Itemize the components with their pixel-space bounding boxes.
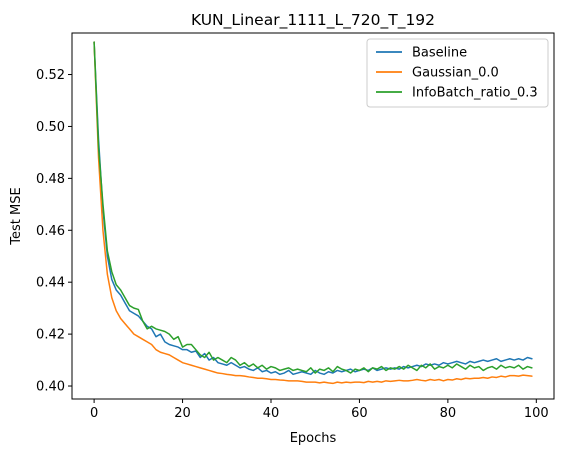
y-tick-label: 0.44 (36, 276, 65, 291)
series-line-infobatch-ratio-0-3 (93, 41, 533, 374)
x-tick-label: 0 (90, 406, 98, 421)
plot-frame (71, 32, 555, 400)
x-tick-label: 20 (174, 406, 191, 421)
y-axis: 0.40 0.42 0.44 0.46 0.48 0.50 0.52 (36, 68, 72, 395)
chart-title: KUN_Linear_1111_L_720_T_192 (191, 11, 435, 30)
legend-label: Baseline (412, 46, 467, 61)
y-tick-label: 0.46 (36, 224, 65, 239)
x-tick-label: 60 (351, 406, 368, 421)
y-tick-label: 0.48 (36, 172, 65, 187)
x-tick-label: 40 (263, 406, 280, 421)
legend: Baseline Gaussian_0.0 InfoBatch_ratio_0.3 (366, 38, 549, 108)
y-tick-label: 0.42 (36, 328, 65, 343)
y-axis-label: Test MSE (9, 187, 24, 245)
x-axis: 0 20 40 60 80 100 (90, 399, 549, 421)
y-tick-label: 0.40 (36, 380, 65, 395)
series-line-baseline (93, 41, 533, 376)
x-tick-label: 80 (440, 406, 457, 421)
x-axis-label: Epochs (290, 431, 337, 446)
x-tick-label: 100 (524, 406, 549, 421)
series-line-gaussian-0-0 (93, 41, 533, 385)
legend-label: InfoBatch_ratio_0.3 (412, 86, 538, 101)
legend-box (366, 38, 549, 108)
y-tick-label: 0.52 (36, 68, 65, 83)
y-tick-label: 0.50 (36, 120, 65, 135)
series-group (93, 41, 533, 385)
legend-label: Gaussian_0.0 (412, 66, 499, 81)
